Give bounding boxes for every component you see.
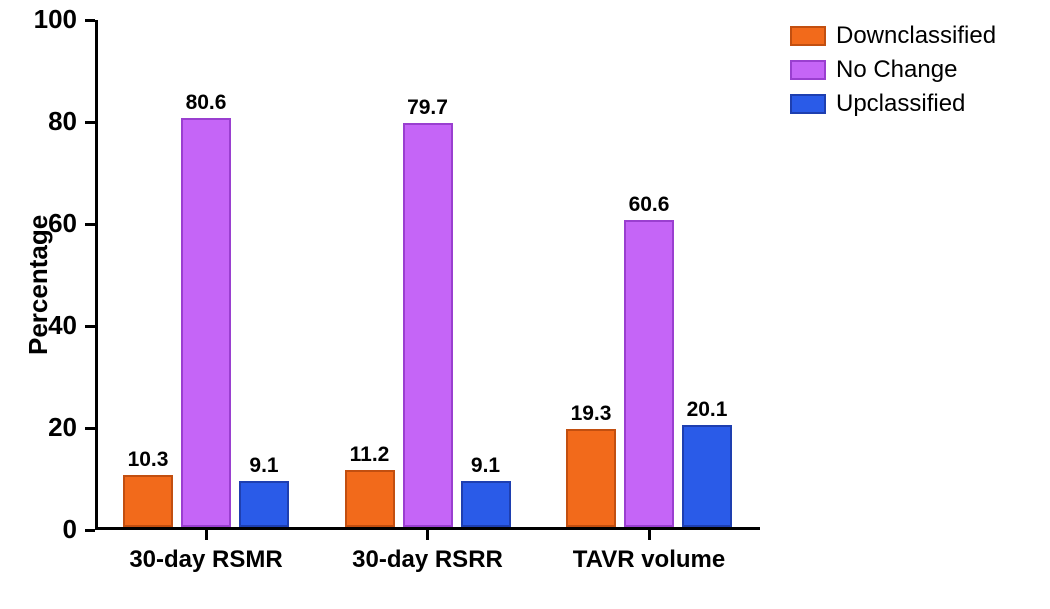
legend-swatch: [790, 60, 826, 80]
bar: [123, 475, 173, 527]
plot-area: 02040608010010.380.69.130-day RSMR11.279…: [95, 20, 760, 530]
y-tick: [85, 19, 95, 22]
x-tick: [648, 530, 651, 540]
bar-value-label: 80.6: [186, 91, 227, 115]
bar-value-label: 9.1: [249, 454, 278, 478]
x-tick: [205, 530, 208, 540]
bar: [624, 220, 674, 527]
bar: [682, 425, 732, 527]
legend-swatch: [790, 94, 826, 114]
y-tick: [85, 325, 95, 328]
y-tick-label: 20: [25, 412, 77, 443]
legend-swatch: [790, 26, 826, 46]
bar: [461, 481, 511, 527]
legend-item: No Change: [790, 56, 996, 84]
category-label: TAVR volume: [573, 546, 725, 574]
y-tick-label: 80: [25, 106, 77, 137]
bar-value-label: 20.1: [687, 398, 728, 422]
bar: [345, 470, 395, 527]
bar: [566, 429, 616, 527]
legend-label: No Change: [836, 56, 957, 84]
bar: [239, 481, 289, 527]
category-label: 30-day RSRR: [352, 546, 503, 574]
legend-label: Upclassified: [836, 90, 965, 118]
y-axis-label: Percentage: [23, 215, 54, 355]
legend-item: Upclassified: [790, 90, 996, 118]
category-label: 30-day RSMR: [129, 546, 282, 574]
y-tick: [85, 121, 95, 124]
y-tick-label: 100: [25, 4, 77, 35]
bar-value-label: 11.2: [350, 443, 390, 467]
bar-value-label: 79.7: [407, 96, 448, 120]
bar-value-label: 60.6: [629, 193, 670, 217]
bar: [403, 123, 453, 527]
y-axis: [95, 20, 98, 530]
y-tick: [85, 427, 95, 430]
bar-value-label: 10.3: [128, 448, 169, 472]
legend-label: Downclassified: [836, 22, 996, 50]
bar: [181, 118, 231, 527]
legend-item: Downclassified: [790, 22, 996, 50]
bar-value-label: 19.3: [571, 402, 612, 426]
bar-value-label: 9.1: [471, 454, 500, 478]
legend: Downclassified No Change Upclassified: [790, 22, 996, 124]
y-tick: [85, 223, 95, 226]
y-tick-label: 0: [25, 514, 77, 545]
chart-container: 02040608010010.380.69.130-day RSMR11.279…: [0, 0, 1050, 609]
x-tick: [426, 530, 429, 540]
y-tick: [85, 529, 95, 532]
